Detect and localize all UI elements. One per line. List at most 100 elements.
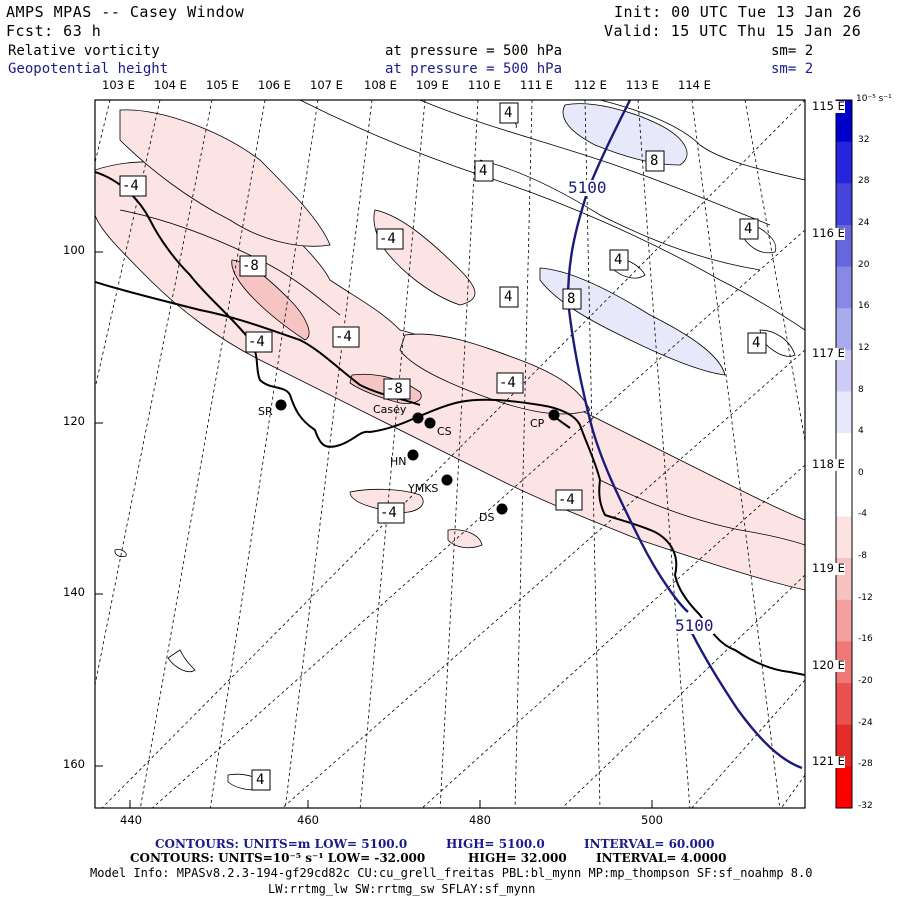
contour-label-boxes: [119, 102, 767, 791]
x-tick-label: 500: [641, 813, 663, 827]
colorbar-tick-label: 8: [858, 384, 864, 395]
station-dot-ds: [496, 503, 508, 515]
lon-label-right: 116 E: [812, 226, 845, 240]
station-dot-ymks: [441, 474, 453, 486]
station-label-sr: SR: [258, 405, 273, 418]
valid-time: Valid: 15 UTC Thu 15 Jan 26: [604, 22, 862, 40]
colorbar-swatch: [836, 516, 852, 559]
lon-label-top: 112 E: [574, 78, 607, 92]
vort-label: -4: [380, 505, 397, 521]
station-label-hn: HN: [390, 455, 407, 468]
colorbar-tick-label: -28: [858, 759, 873, 770]
vort-label: 4: [504, 289, 513, 305]
station-label-casey: Casey: [373, 403, 407, 416]
colorbar-tick-label: 28: [858, 176, 870, 187]
colorbar-tick-label: 16: [858, 301, 870, 312]
axis-ticks: [95, 251, 653, 808]
colorbar-swatch: [836, 391, 852, 434]
colorbar-swatch: [836, 599, 852, 642]
height-label: 5100: [568, 178, 607, 197]
colorbar-tick-label: 4: [858, 426, 864, 437]
footer-vort-high: HIGH= 32.000: [468, 851, 567, 865]
vort-label: -4: [248, 334, 265, 350]
vort-label: 8: [567, 291, 576, 307]
station-dot-sr: [275, 399, 287, 411]
height-label: 5100: [675, 616, 714, 635]
lon-label-right: 120 E: [812, 658, 845, 672]
vort-label: 4: [256, 772, 265, 788]
colorbar-tick-label: -12: [858, 592, 873, 603]
colorbar-tick-label: -8: [858, 551, 867, 562]
colorbar-swatch: [836, 141, 852, 184]
station-label-cp: CP: [530, 417, 545, 430]
field2-smoothing: sm= 2: [771, 61, 814, 77]
colorbar-swatch: [836, 349, 852, 393]
vort-label: -4: [122, 178, 139, 194]
colorbar-tick-label: -16: [858, 634, 873, 645]
lon-label-top: 113 E: [626, 78, 659, 92]
colorbar-tick-label: 12: [858, 342, 870, 353]
vort-label: -8: [386, 381, 403, 397]
vort-label: -4: [379, 231, 396, 247]
vort-label: -4: [558, 492, 575, 508]
vort-label: -8: [242, 258, 259, 274]
init-time: Init: 00 UTC Tue 13 Jan 26: [614, 3, 862, 21]
field1-level: at pressure = 500 hPa: [385, 43, 563, 59]
colorbar-tick-label: 24: [858, 217, 870, 228]
lon-label-top: 110 E: [468, 78, 501, 92]
station-dot-hn: [407, 449, 419, 461]
colorbar-swatch: [836, 766, 852, 809]
footer-vort-units: CONTOURS: UNITS=10⁻⁵ s⁻¹ LOW= -32.000: [130, 851, 426, 865]
y-tick-label: 140: [63, 585, 85, 599]
vort-label: -4: [335, 329, 352, 345]
colorbar-tick-label: 0: [858, 467, 864, 478]
colorbar: [836, 100, 852, 809]
lon-label-right: 118 E: [812, 457, 845, 471]
lon-label-top: 111 E: [520, 78, 553, 92]
colorbar-tick-label: 32: [858, 134, 870, 145]
field2-name: Geopotential height: [8, 61, 169, 77]
colorbar-swatch: [836, 183, 852, 226]
footer-vort-interval: INTERVAL= 4.0000: [596, 851, 727, 865]
footer-height-high: HIGH= 5100.0: [446, 837, 545, 851]
map-frame: [94, 99, 806, 809]
y-tick-label: 160: [63, 757, 85, 771]
lon-label-right: 115 E: [812, 99, 845, 113]
station-label-ymks: YMKS: [408, 482, 439, 495]
colorbar-swatch: [836, 266, 852, 309]
lon-label-top: 103 E: [102, 78, 135, 92]
colorbar-swatch: [836, 474, 852, 517]
y-tick-label: 100: [63, 243, 85, 257]
station-dot-cp: [548, 409, 560, 421]
lon-label-top: 107 E: [310, 78, 343, 92]
lon-label-top: 106 E: [258, 78, 291, 92]
colorbar-swatch: [836, 683, 852, 726]
station-markers: [275, 399, 560, 515]
vort-label: 4: [614, 252, 623, 268]
lon-label-top: 114 E: [678, 78, 711, 92]
lon-label-top: 104 E: [154, 78, 187, 92]
station-dot-casey: [412, 412, 424, 424]
vort-label: 4: [752, 335, 761, 351]
field2-level: at pressure = 500 hPa: [385, 61, 563, 77]
lon-label-top: 108 E: [364, 78, 397, 92]
model-title: AMPS MPAS -- Casey Window: [6, 3, 245, 21]
colorbar-tick-label: -32: [858, 801, 873, 811]
x-tick-label: 480: [469, 813, 491, 827]
positive-vorticity-shading: [539, 103, 726, 376]
vort-label: 4: [479, 163, 488, 179]
colorbar-frame: [835, 99, 853, 809]
footer-physics-info: LW:rrtmg_lw SW:rrtmg_sw SFLAY:sf_mynn: [268, 882, 536, 896]
vort-label: -4: [499, 375, 516, 391]
footer-model-info: Model Info: MPASv8.2.3-194-gf29cd82c CU:…: [90, 866, 813, 880]
lon-label-top: 105 E: [206, 78, 239, 92]
y-tick-label: 120: [63, 414, 85, 428]
footer-height-interval: INTERVAL= 60.000: [584, 837, 715, 851]
x-tick-label: 440: [120, 813, 142, 827]
lon-label-top: 109 E: [416, 78, 449, 92]
colorbar-tick-label: 20: [858, 259, 870, 270]
x-tick-label: 460: [297, 813, 319, 827]
station-label-cs: CS: [437, 425, 452, 438]
station-label-ds: DS: [479, 511, 495, 524]
